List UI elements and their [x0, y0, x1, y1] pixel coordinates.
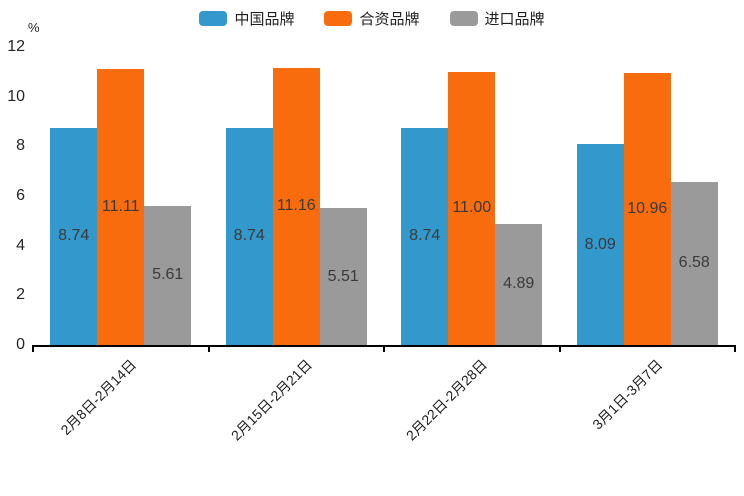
bar-joint-venture-brand-group3: 11.00 — [448, 71, 496, 345]
bar-china-brand-group4: 8.09 — [576, 144, 624, 345]
legend-swatch-import-brand — [449, 11, 478, 26]
bar-joint-venture-brand-group2: 11.16 — [272, 67, 320, 345]
x-axis-tick — [558, 345, 561, 352]
y-axis-unit-label: % — [28, 20, 40, 35]
plot-area: 0 2 4 6 8 10 12 8.74 11.11 5.61 2月8日-2月14日 8.74 11.1… — [7, 39, 736, 444]
bar-import-brand-group3: 4.89 — [495, 223, 543, 345]
bar-value-label-joint-venture-brand-group4: 10.96 — [627, 199, 668, 217]
x-category-label-4: 3月1日-3月7日 — [589, 356, 666, 433]
legend-item-joint-venture-brand: 合资品牌 — [324, 8, 420, 29]
bar-joint-venture-brand-group1: 11.11 — [97, 69, 145, 345]
legend-item-china-brand: 中国品牌 — [199, 8, 294, 29]
bar-value-label-china-brand-group2: 8.74 — [233, 227, 265, 245]
x-category-label-3: 2月22日-2月28日 — [403, 356, 491, 444]
legend-swatch-china-brand — [199, 11, 228, 26]
bar-value-label-import-brand-group1: 5.61 — [152, 266, 184, 284]
y-tick-label-8: 8 — [16, 137, 25, 155]
bar-value-label-joint-venture-brand-group1: 11.11 — [101, 198, 140, 216]
x-axis-tick — [383, 345, 385, 352]
legend-label-import-brand: 进口品牌 — [484, 11, 545, 28]
legend-item-import-brand: 进口品牌 — [449, 8, 545, 29]
bar-value-label-china-brand-group1: 8.74 — [58, 227, 90, 245]
bar-china-brand-group3: 8.74 — [401, 127, 449, 345]
legend-label-china-brand: 中国品牌 — [234, 11, 295, 28]
bar-joint-venture-brand-group4: 10.96 — [623, 72, 671, 345]
bar-value-label-china-brand-group3: 8.74 — [409, 227, 441, 245]
bar-value-label-import-brand-group2: 5.51 — [327, 267, 359, 285]
bar-china-brand-group2: 8.74 — [225, 127, 273, 345]
y-tick-label-10: 10 — [7, 87, 25, 105]
x-category-label-2: 2月15日-2月21日 — [227, 356, 315, 444]
bar-value-label-import-brand-group3: 4.89 — [503, 275, 535, 293]
bar-import-brand-group1: 5.61 — [144, 205, 192, 345]
x-axis-tick — [207, 345, 210, 352]
bar-value-label-import-brand-group4: 6.58 — [678, 254, 710, 272]
legend-swatch-joint-venture-brand — [324, 11, 353, 26]
y-tick-label-12: 12 — [7, 38, 25, 55]
bar-import-brand-group2: 5.51 — [319, 208, 367, 345]
legend-label-joint-venture-brand: 合资品牌 — [359, 11, 420, 28]
x-axis-tick — [734, 345, 736, 352]
y-tick-label-4: 4 — [16, 236, 25, 254]
x-axis-tick — [32, 345, 34, 352]
y-tick-label-2: 2 — [16, 286, 25, 304]
bar-import-brand-group4: 6.58 — [670, 181, 718, 345]
bar-value-label-china-brand-group4: 8.09 — [584, 235, 616, 253]
legend: 中国品牌 合资品牌 进口品牌 — [0, 8, 744, 29]
y-tick-label-0: 0 — [16, 336, 25, 353]
bar-value-label-joint-venture-brand-group2: 11.16 — [276, 197, 316, 215]
y-tick-label-6: 6 — [16, 187, 25, 204]
x-category-label-1: 2月8日-2月14日 — [57, 356, 140, 439]
bar-china-brand-group1: 8.74 — [50, 127, 98, 345]
bar-value-label-joint-venture-brand-group3: 11.00 — [452, 199, 492, 217]
